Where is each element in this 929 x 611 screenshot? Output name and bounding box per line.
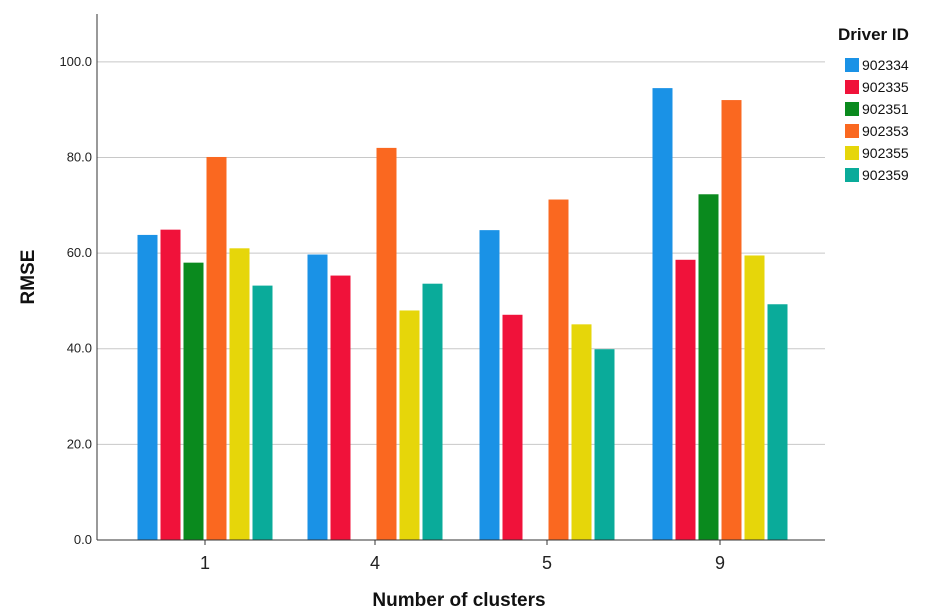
y-axis-title: RMSE xyxy=(18,250,39,305)
legend-label: 902353 xyxy=(862,123,909,139)
legend-swatch-902334 xyxy=(845,58,859,72)
bar-902355-9 xyxy=(744,255,765,540)
x-tick-labels: 1 4 5 9 xyxy=(200,540,725,573)
y-tick-label: 20.0 xyxy=(67,436,92,451)
bar-902334-5 xyxy=(479,230,500,540)
bar-902355-4 xyxy=(399,310,420,540)
bar-902335-9 xyxy=(675,259,696,540)
bar-902351-9 xyxy=(698,194,719,541)
legend-label: 902351 xyxy=(862,101,909,117)
bar-902359-4 xyxy=(422,283,443,540)
bar-902355-5 xyxy=(571,324,592,540)
bar-902355-1 xyxy=(229,248,250,541)
y-tick-label: 80.0 xyxy=(67,149,92,164)
legend-label: 902335 xyxy=(862,79,909,95)
legend-swatch-902335 xyxy=(845,80,859,94)
bar-902335-4 xyxy=(330,275,351,540)
x-tick-label: 1 xyxy=(200,553,210,573)
bar-902353-9 xyxy=(721,100,742,540)
bar-902334-9 xyxy=(652,88,673,541)
y-tick-label: 100.0 xyxy=(59,54,92,69)
x-tick-label: 9 xyxy=(715,553,725,573)
bars xyxy=(137,88,788,541)
x-axis-title: Number of clusters xyxy=(372,590,545,611)
bar-902334-1 xyxy=(137,234,158,541)
x-tick-label: 5 xyxy=(542,553,552,573)
y-tick-label: 40.0 xyxy=(67,341,92,356)
bar-902353-4 xyxy=(376,147,397,540)
bar-902359-9 xyxy=(767,304,788,540)
legend-title: Driver ID xyxy=(838,25,909,44)
legend: Driver ID 902334 902335 902351 902353 902355… xyxy=(838,25,909,183)
legend-label: 902334 xyxy=(862,57,909,73)
bar-902353-5 xyxy=(548,199,569,540)
x-tick-label: 4 xyxy=(370,553,380,573)
bar-902351-1 xyxy=(183,262,204,540)
legend-swatch-902353 xyxy=(845,124,859,138)
legend-swatch-902351 xyxy=(845,102,859,116)
legend-label: 902359 xyxy=(862,167,909,183)
legend-swatch-902355 xyxy=(845,146,859,160)
bar-902359-1 xyxy=(252,285,273,540)
legend-label: 902355 xyxy=(862,145,909,161)
bar-902335-5 xyxy=(502,314,523,540)
bar-902335-1 xyxy=(160,229,181,540)
y-tick-labels: 0.0 20.0 40.0 60.0 80.0 100.0 xyxy=(59,54,92,547)
y-tick-label: 60.0 xyxy=(67,245,92,260)
bar-902353-1 xyxy=(206,156,227,540)
legend-swatch-902359 xyxy=(845,168,859,182)
bar-902334-4 xyxy=(307,254,328,540)
bar-902359-5 xyxy=(594,349,615,540)
y-tick-label: 0.0 xyxy=(74,532,92,547)
